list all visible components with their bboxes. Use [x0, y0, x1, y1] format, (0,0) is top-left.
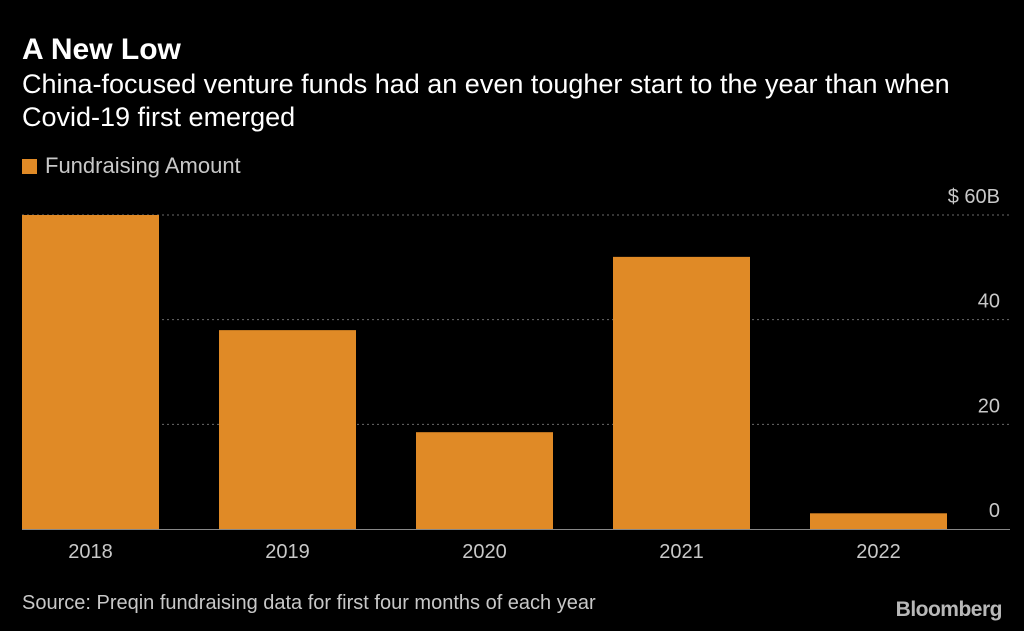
y-tick-label: 0 — [989, 500, 1000, 522]
source-note: Source: Preqin fundraising data for firs… — [22, 592, 596, 614]
x-tick-label-2018: 2018 — [68, 541, 113, 563]
y-tick-label: 20 — [978, 395, 1000, 417]
bar-2020 — [416, 432, 553, 529]
gridlines — [22, 214, 1010, 530]
chart-title: A New Low — [22, 33, 181, 66]
bar-2019 — [219, 330, 356, 529]
legend-label-fundraising: Fundraising Amount — [45, 153, 241, 178]
bars — [22, 215, 947, 529]
y-tick-label: 40 — [978, 291, 1000, 313]
x-tick-label-2020: 2020 — [462, 541, 507, 563]
bar-2022 — [810, 513, 947, 529]
bar-2021 — [613, 256, 750, 529]
bloomberg-logo: Bloomberg — [895, 598, 1003, 621]
x-axis-ticks: 2018 2019 2020 2021 2022 — [68, 541, 901, 563]
x-tick-label-2019: 2019 — [265, 541, 310, 563]
y-tick-label: $ 60B — [948, 186, 1000, 208]
legend-swatch-fundraising — [22, 158, 37, 174]
x-tick-label-2021: 2021 — [659, 541, 704, 563]
y-axis-ticks: 0 20 40 $ 60B — [948, 186, 1000, 522]
legend: Fundraising Amount — [22, 153, 241, 179]
x-tick-label-2022: 2022 — [856, 541, 901, 563]
bar-2018 — [22, 215, 159, 529]
chart-subtitle: China-focused venture funds had an even … — [22, 69, 950, 132]
